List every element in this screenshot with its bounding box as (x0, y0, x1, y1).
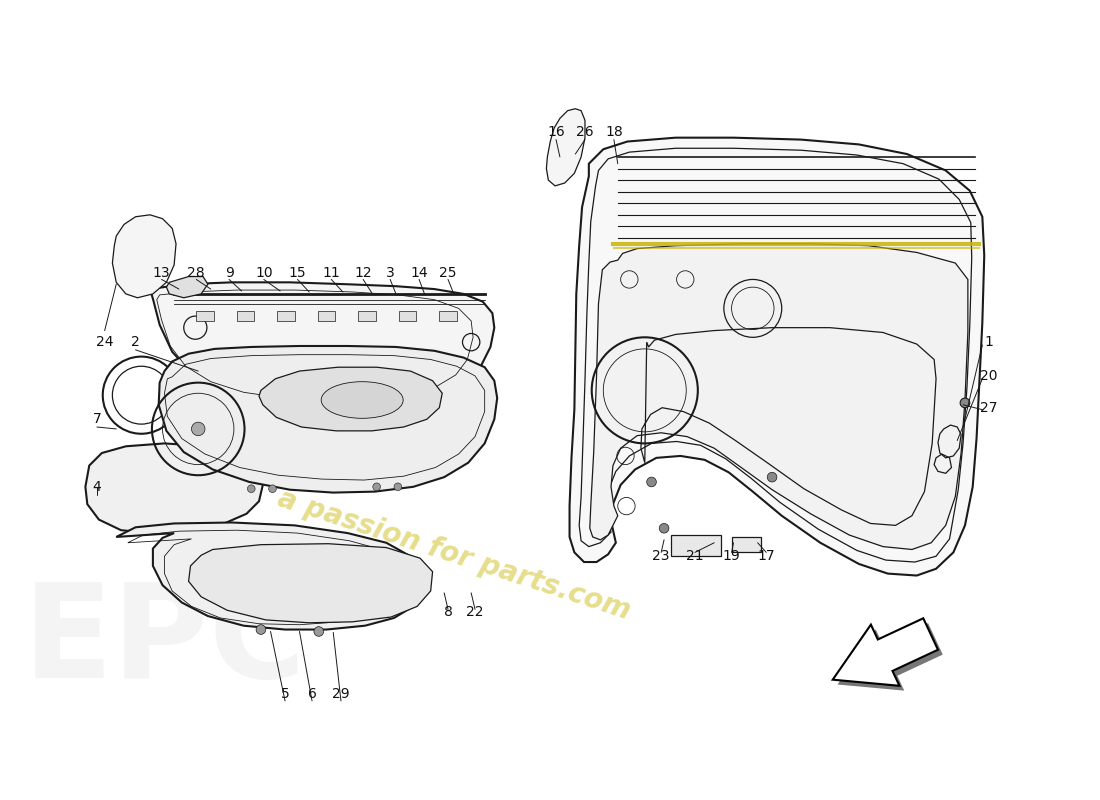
Circle shape (647, 477, 657, 487)
Text: 26: 26 (576, 125, 594, 139)
Circle shape (268, 485, 276, 493)
Polygon shape (570, 138, 984, 575)
Bar (236, 311, 254, 321)
Text: 3: 3 (386, 266, 395, 280)
Bar (732, 537, 760, 552)
Bar (439, 311, 456, 321)
Text: 2: 2 (131, 335, 140, 349)
Circle shape (314, 626, 323, 636)
Polygon shape (547, 109, 585, 186)
Text: 8: 8 (443, 605, 452, 619)
Circle shape (768, 472, 777, 482)
Text: 13: 13 (153, 266, 170, 280)
Text: a passion for parts.com: a passion for parts.com (274, 484, 634, 625)
Polygon shape (112, 215, 176, 298)
Text: 19: 19 (723, 550, 740, 563)
Circle shape (256, 625, 266, 634)
Bar (277, 311, 295, 321)
Text: 29: 29 (332, 687, 350, 701)
Text: 22: 22 (466, 605, 484, 619)
Polygon shape (258, 367, 442, 431)
Text: 7: 7 (92, 412, 101, 426)
Text: 4: 4 (92, 480, 101, 494)
Text: 24: 24 (96, 335, 113, 349)
Polygon shape (837, 623, 943, 690)
Text: 5: 5 (280, 687, 289, 701)
Text: 1: 1 (984, 335, 993, 349)
Text: 16: 16 (547, 125, 565, 139)
Text: 11: 11 (322, 266, 340, 280)
Circle shape (191, 422, 205, 436)
Polygon shape (86, 443, 263, 533)
Text: 18: 18 (605, 125, 623, 139)
Circle shape (960, 398, 970, 408)
Text: 28: 28 (187, 266, 205, 280)
Polygon shape (590, 244, 968, 550)
Bar (671, 535, 720, 556)
Text: 6: 6 (308, 687, 317, 701)
Text: 25: 25 (439, 266, 456, 280)
Text: 17: 17 (758, 550, 776, 563)
Text: EPC: EPC (22, 578, 307, 705)
Text: 21: 21 (686, 550, 704, 563)
Polygon shape (188, 544, 432, 622)
Circle shape (394, 483, 402, 490)
Bar (196, 311, 213, 321)
Bar (399, 311, 416, 321)
Circle shape (659, 523, 669, 533)
Text: 12: 12 (354, 266, 372, 280)
Polygon shape (158, 346, 497, 493)
Polygon shape (833, 618, 938, 686)
Text: 15: 15 (289, 266, 307, 280)
Ellipse shape (321, 382, 404, 418)
Polygon shape (117, 522, 422, 630)
Text: 9: 9 (224, 266, 233, 280)
Text: 20: 20 (980, 369, 998, 383)
Text: 10: 10 (255, 266, 273, 280)
Text: 14: 14 (410, 266, 428, 280)
Bar (359, 311, 376, 321)
Text: 23: 23 (652, 550, 670, 563)
Circle shape (102, 357, 180, 434)
Circle shape (248, 485, 255, 493)
Circle shape (373, 483, 381, 490)
Polygon shape (166, 277, 208, 298)
Polygon shape (150, 282, 494, 406)
Text: 27: 27 (980, 401, 998, 414)
Bar (318, 311, 336, 321)
